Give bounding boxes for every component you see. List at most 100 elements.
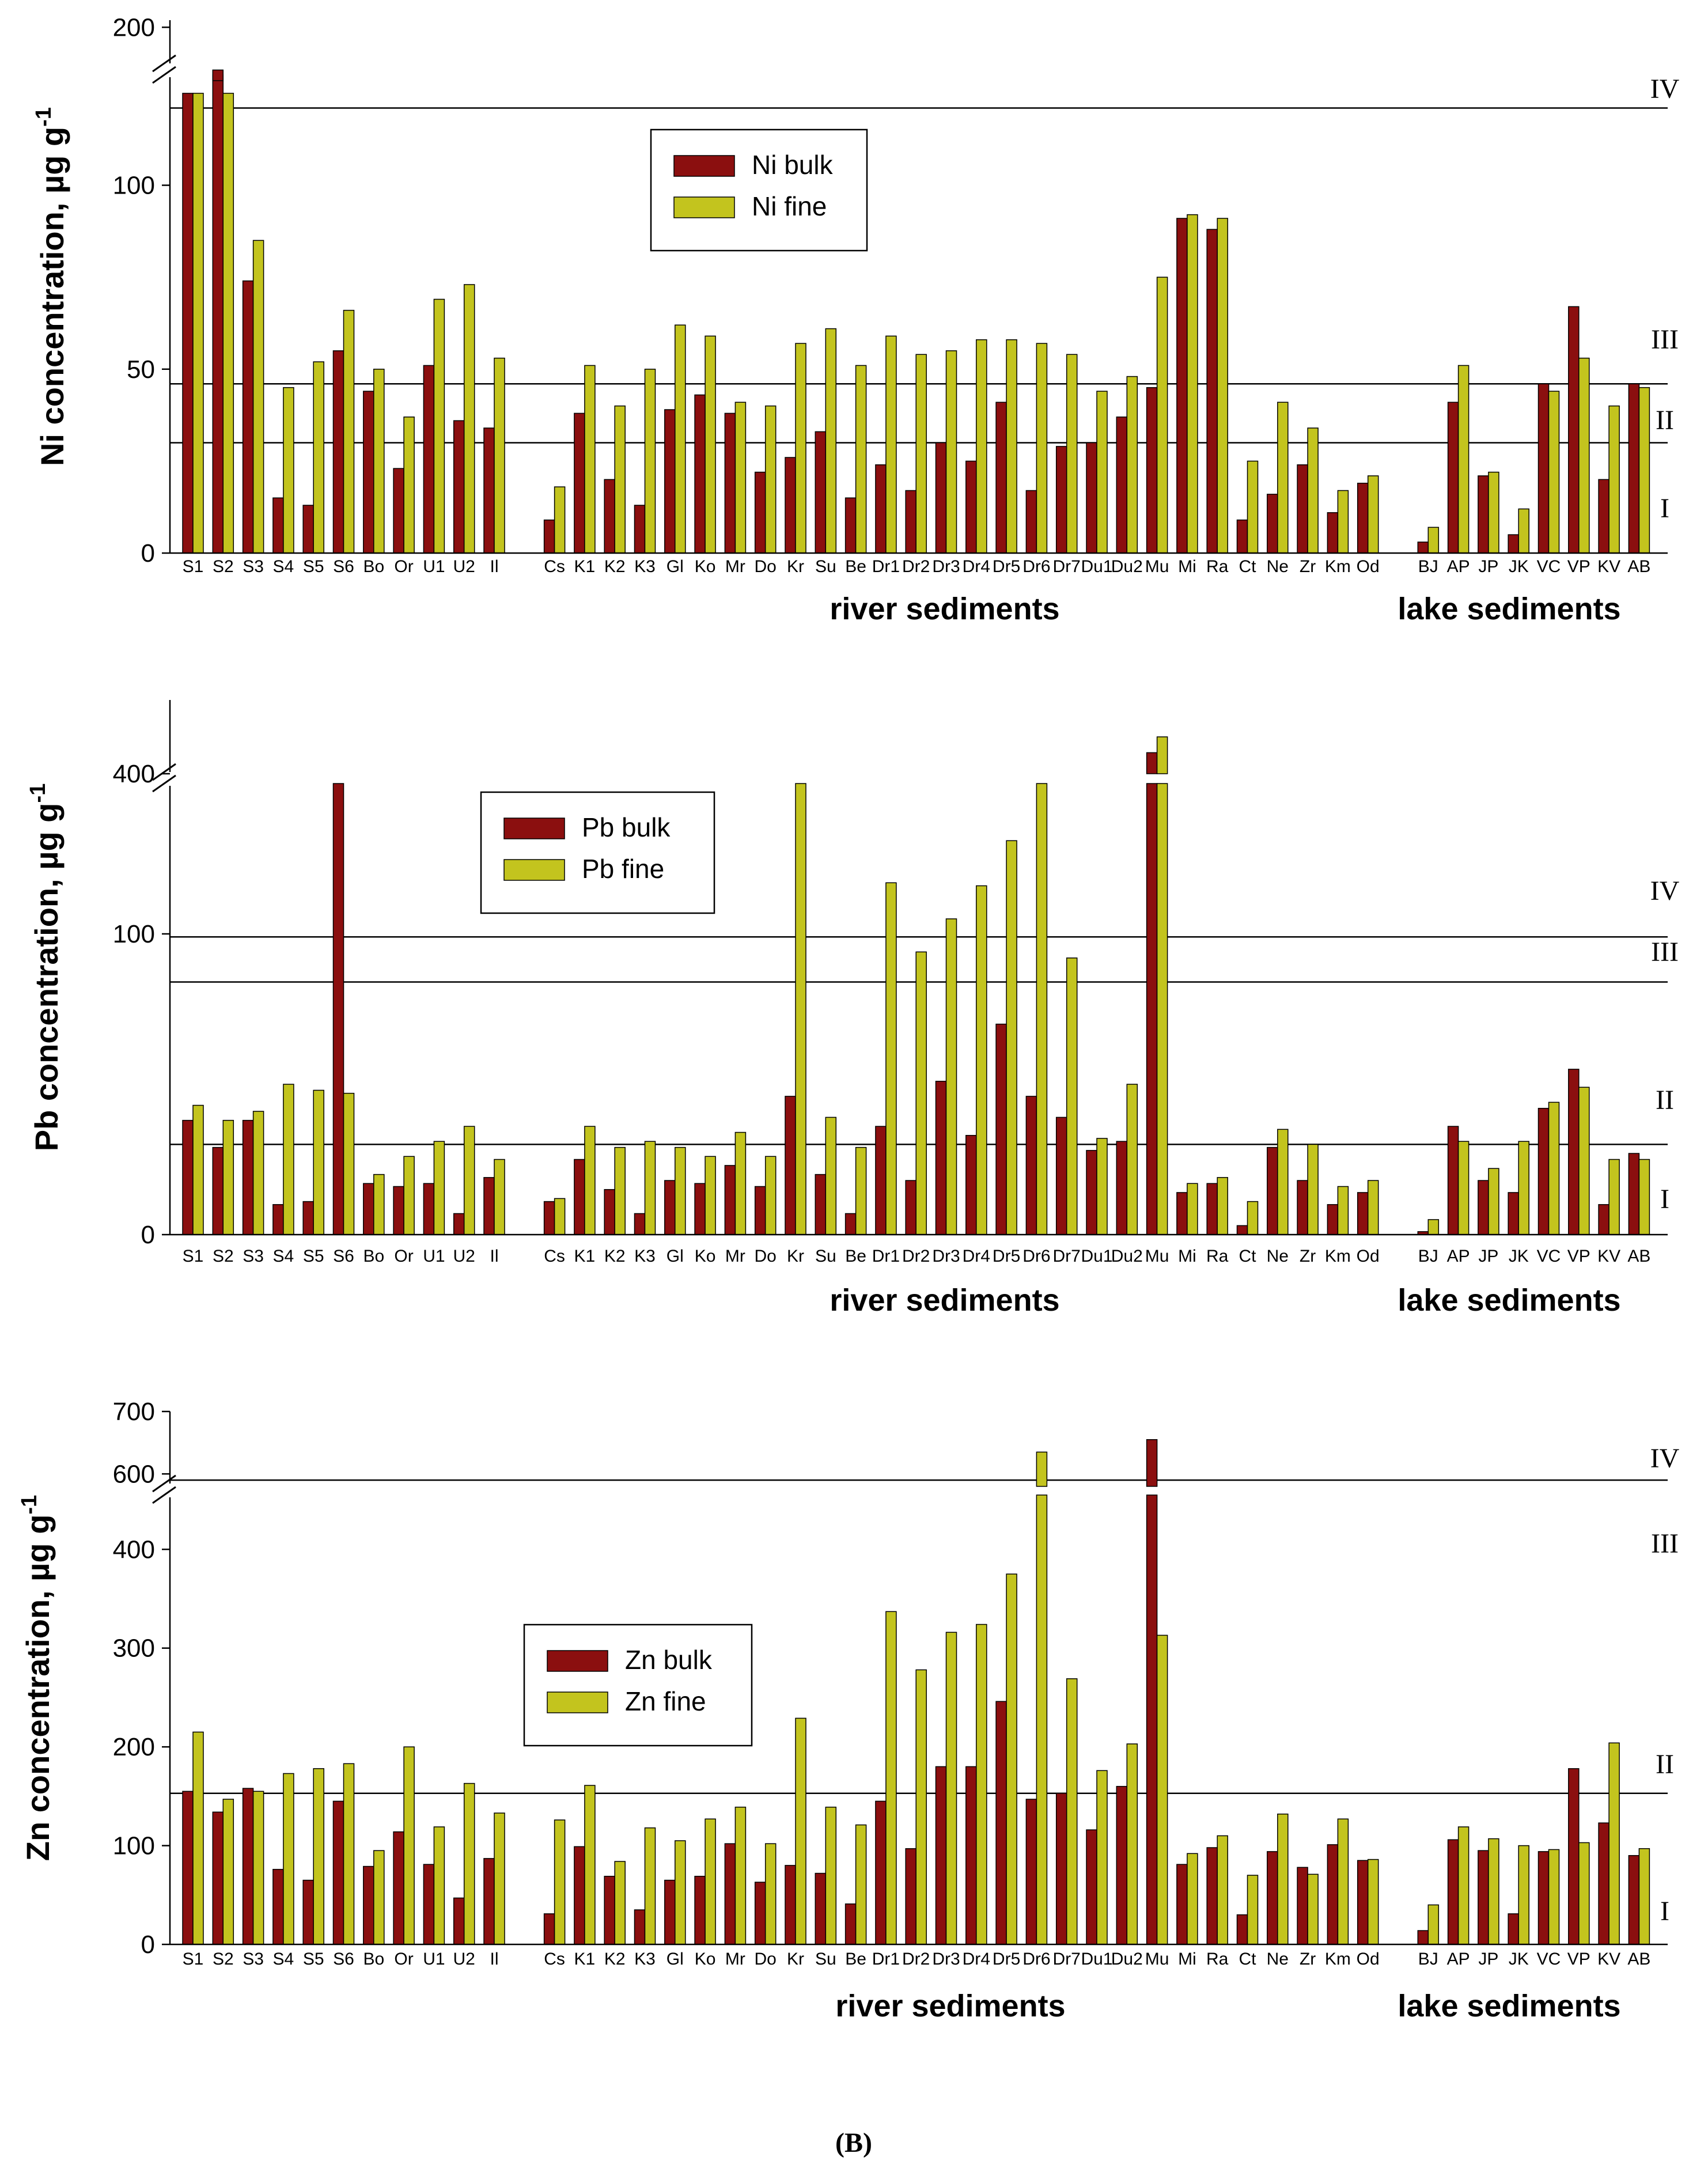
- bulk-bar-be: [844, 1903, 857, 1945]
- bulk-bar-ko: [694, 394, 706, 554]
- legend-label: Ni fine: [752, 191, 827, 221]
- fine-bar-dr2: [915, 1669, 927, 1945]
- bulk-bar-km: [1327, 1844, 1339, 1945]
- bulk-bar-s4: [272, 497, 284, 554]
- bulk-bar-k2: [604, 479, 615, 554]
- bulk-bar-dr1: [875, 1126, 887, 1235]
- bulk-bar-su: [815, 431, 827, 554]
- x-tick-label: K3: [634, 1247, 656, 1266]
- fine-bar-u1: [433, 1141, 445, 1235]
- x-tick-label: Dr2: [902, 557, 930, 576]
- y-tick-label: 200: [113, 13, 155, 41]
- y-tick-label: 100: [113, 1832, 155, 1860]
- fine-bar-od: [1367, 1180, 1379, 1235]
- fine-bar-dr1: [885, 1611, 897, 1945]
- fine-bar-be: [855, 1146, 867, 1235]
- bulk-bar-u1: [423, 1183, 435, 1235]
- x-tick-label: Dr7: [1053, 557, 1081, 576]
- bulk-bar-s4: [272, 1868, 284, 1945]
- fine-bar-jk: [1518, 1141, 1529, 1235]
- bulk-bar-dr4: [965, 1134, 977, 1235]
- river-sediments-label: river sediments: [830, 592, 1059, 626]
- bulk-bar-dr1: [875, 1800, 887, 1945]
- legend-swatch: [547, 1691, 608, 1713]
- bulk-bar-s6: [332, 783, 344, 1235]
- bulk-bar-du1: [1086, 442, 1097, 554]
- bulk-bar-zr: [1297, 1867, 1308, 1945]
- fine-bar-vc: [1548, 1849, 1560, 1945]
- bulk-bar-vp: [1568, 306, 1580, 554]
- x-tick-label: U1: [423, 557, 445, 576]
- y-tick-label: 700: [113, 1398, 155, 1426]
- fine-bar-u1: [433, 298, 445, 554]
- x-tick-label: KV: [1597, 557, 1620, 576]
- fine-bar-vc: [1548, 1102, 1560, 1235]
- fine-bar-u2: [463, 284, 475, 554]
- fine-bar-km: [1337, 1818, 1349, 1945]
- fine-bar-dr5: [1006, 840, 1017, 1235]
- legend-label: Pb fine: [582, 854, 664, 884]
- x-tick-label: JK: [1509, 1950, 1529, 1969]
- fine-bar-su: [825, 328, 837, 554]
- fine-bar-top-dr6: [1036, 1451, 1048, 1487]
- bulk-bar-k2: [604, 1189, 615, 1235]
- fine-bar-s3: [252, 240, 264, 554]
- bulk-bar-s4: [272, 1204, 284, 1235]
- bulk-bar-dr2: [905, 490, 917, 554]
- fine-bar-gl: [675, 1840, 686, 1945]
- bulk-bar-dr6: [1025, 1799, 1037, 1945]
- x-tick-label: Ne: [1267, 1247, 1289, 1266]
- bulk-bar-dr7: [1055, 1117, 1067, 1235]
- x-tick-label: Mr: [725, 557, 745, 576]
- x-tick-label: Km: [1325, 1247, 1351, 1266]
- x-tick-label: Kr: [787, 557, 804, 576]
- x-tick-label: VP: [1567, 1950, 1590, 1969]
- fine-bar-s4: [283, 387, 294, 554]
- fine-bar-s2: [222, 1799, 234, 1945]
- x-tick-label: Km: [1325, 557, 1351, 576]
- x-tick-label: Gl: [666, 1950, 684, 1969]
- bulk-bar-dr6: [1025, 1096, 1037, 1235]
- fine-bar-zr: [1307, 427, 1319, 554]
- fine-bar-dr6: [1036, 343, 1048, 554]
- x-tick-label: Mu: [1145, 1247, 1169, 1266]
- x-tick-label: Kr: [787, 1950, 804, 1969]
- x-tick-label: S6: [333, 1247, 354, 1266]
- x-tick-label: Cs: [544, 1950, 565, 1969]
- x-tick-label: Dr3: [932, 1950, 960, 1969]
- legend-swatch: [547, 1650, 608, 1672]
- x-tick-label: Mr: [725, 1950, 745, 1969]
- axis-break-mark: [152, 763, 176, 781]
- y-axis-title: Zn concentration, µg g-1: [17, 1495, 56, 1861]
- bulk-bar-ct: [1236, 519, 1248, 554]
- bulk-bar-do: [754, 1186, 766, 1235]
- axis-break-mark: [152, 54, 176, 73]
- bulk-bar-vp: [1568, 1069, 1580, 1235]
- x-tick-label: K2: [604, 1950, 626, 1969]
- x-tick-label: Dr7: [1053, 1247, 1081, 1266]
- fine-bar-s6: [343, 1092, 355, 1235]
- x-tick-label: Bo: [363, 1247, 384, 1266]
- bulk-bar-s5: [302, 1879, 314, 1945]
- fine-bar-dr1: [885, 882, 897, 1235]
- x-tick-label: Il: [490, 1247, 499, 1266]
- x-tick-label: U2: [453, 1950, 475, 1969]
- x-tick-label: U2: [453, 1247, 475, 1266]
- bulk-bar-jp: [1478, 1850, 1489, 1945]
- x-tick-label: S1: [183, 557, 204, 576]
- bulk-bar-k3: [634, 1213, 646, 1235]
- fine-bar-su: [825, 1117, 837, 1235]
- x-tick-label: Du1: [1081, 557, 1112, 576]
- x-tick-label: Od: [1357, 1950, 1380, 1969]
- fine-bar-od: [1367, 475, 1379, 554]
- y-tick-label: 100: [113, 920, 155, 948]
- fine-bar-ne: [1277, 1813, 1289, 1945]
- fine-bar-be: [855, 1824, 867, 1945]
- x-tick-label: K3: [634, 1950, 656, 1969]
- legend-swatch: [673, 196, 735, 218]
- x-tick-label: Bo: [363, 557, 384, 576]
- x-tick-label: Ct: [1239, 1247, 1257, 1266]
- bulk-bar-ra: [1206, 1847, 1218, 1945]
- fine-bar-s1: [192, 93, 204, 554]
- y-tick-label: 0: [141, 1931, 155, 1959]
